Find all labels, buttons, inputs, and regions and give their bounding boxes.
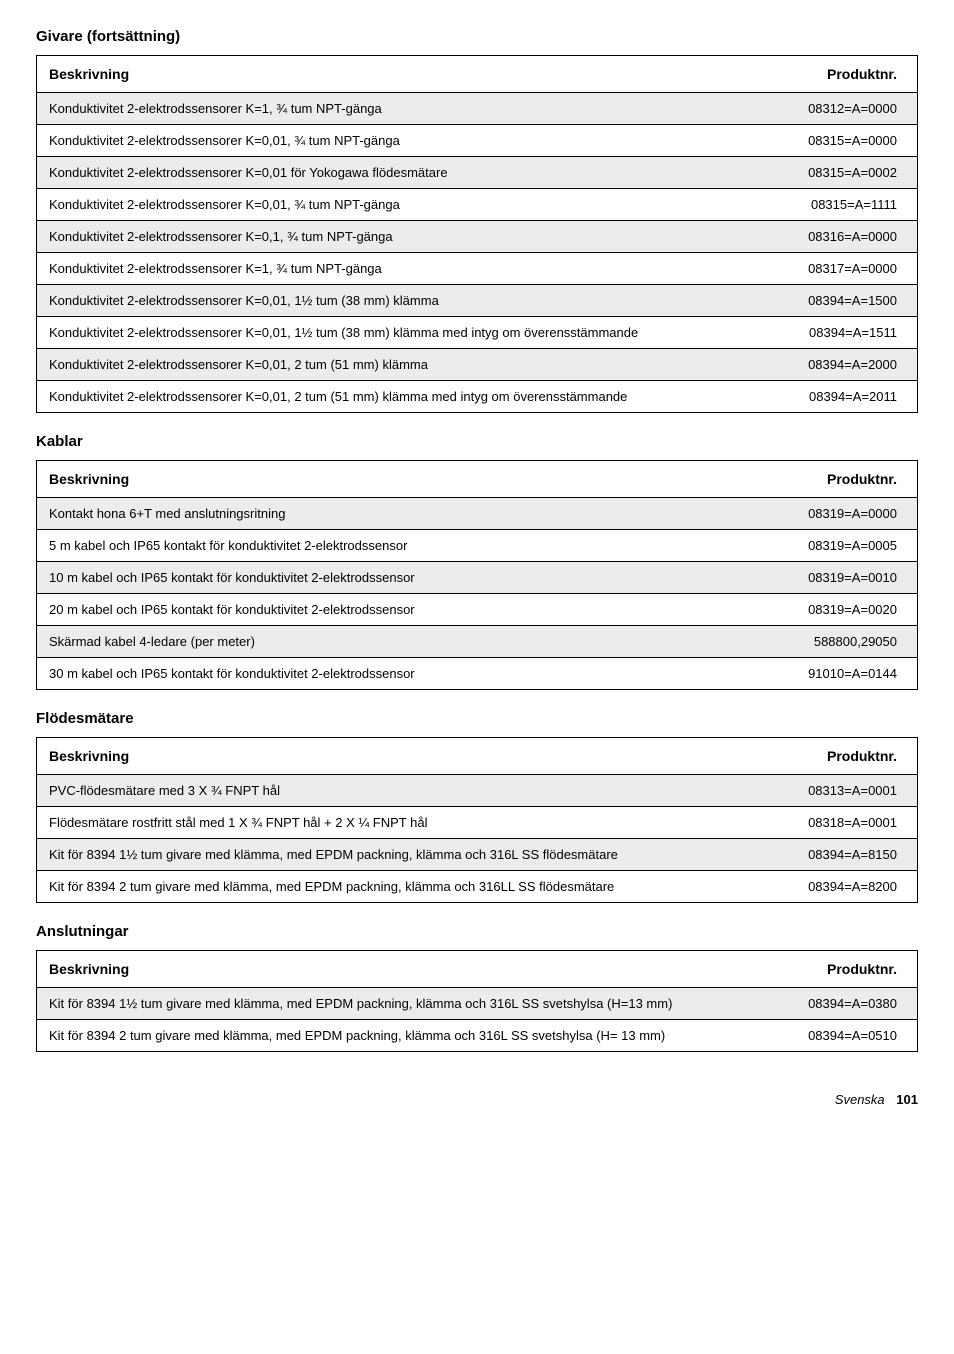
col-header-desc: Beskrivning xyxy=(37,56,772,93)
col-header-desc: Beskrivning xyxy=(37,951,779,988)
cell-prod: 08394=A=1511 xyxy=(772,317,918,349)
page-footer: Svenska 101 xyxy=(36,1092,918,1107)
section-title-flodes: Flödesmätare xyxy=(36,710,918,727)
table-row: Konduktivitet 2-elektrodssensorer K=0,01… xyxy=(37,125,918,157)
table-row: 10 m kabel och IP65 kontakt för kondukti… xyxy=(37,562,918,594)
section-title-givare: Givare (fortsättning) xyxy=(36,28,918,45)
col-header-prod: Produktnr. xyxy=(778,951,917,988)
cell-desc: Konduktivitet 2-elektrodssensorer K=0,01… xyxy=(37,125,772,157)
cell-prod: 08319=A=0020 xyxy=(708,594,917,626)
table-row: Kit för 8394 1½ tum givare med klämma, m… xyxy=(37,839,918,871)
table-row: Kit för 8394 2 tum givare med klämma, me… xyxy=(37,871,918,903)
cell-prod: 08317=A=0000 xyxy=(772,253,918,285)
cell-prod: 588800,29050 xyxy=(708,626,917,658)
cell-desc: Kontakt hona 6+T med anslutningsritning xyxy=(37,498,709,530)
cell-prod: 08313=A=0001 xyxy=(768,775,918,807)
col-header-prod: Produktnr. xyxy=(768,738,918,775)
cell-desc: Konduktivitet 2-elektrodssensorer K=0,01… xyxy=(37,189,772,221)
cell-desc: PVC-flödesmätare med 3 X ¾ FNPT hål xyxy=(37,775,768,807)
cell-desc: Skärmad kabel 4-ledare (per meter) xyxy=(37,626,709,658)
cell-prod: 08319=A=0005 xyxy=(708,530,917,562)
cell-prod: 08394=A=2011 xyxy=(772,381,918,413)
table-row: Kit för 8394 1½ tum givare med klämma, m… xyxy=(37,988,918,1020)
table-row: PVC-flödesmätare med 3 X ¾ FNPT hål08313… xyxy=(37,775,918,807)
section-title-anslut: Anslutningar xyxy=(36,923,918,940)
col-header-desc: Beskrivning xyxy=(37,738,768,775)
cell-prod: 08394=A=8150 xyxy=(768,839,918,871)
cell-prod: 08394=A=1500 xyxy=(772,285,918,317)
table-row: Konduktivitet 2-elektrodssensorer K=0,01… xyxy=(37,285,918,317)
cell-desc: Konduktivitet 2-elektrodssensorer K=0,01… xyxy=(37,317,772,349)
cell-desc: Konduktivitet 2-elektrodssensorer K=0,01… xyxy=(37,381,772,413)
table-row: Konduktivitet 2-elektrodssensorer K=0,01… xyxy=(37,157,918,189)
table-givare: Beskrivning Produktnr. Konduktivitet 2-e… xyxy=(36,55,918,413)
col-header-prod: Produktnr. xyxy=(708,461,917,498)
cell-prod: 08318=A=0001 xyxy=(768,807,918,839)
table-flodes: Beskrivning Produktnr. PVC-flödesmätare … xyxy=(36,737,918,903)
table-row: Flödesmätare rostfritt stål med 1 X ¾ FN… xyxy=(37,807,918,839)
cell-prod: 08394=A=8200 xyxy=(768,871,918,903)
cell-prod: 08394=A=0510 xyxy=(778,1020,917,1052)
cell-prod: 08394=A=0380 xyxy=(778,988,917,1020)
section-title-kablar: Kablar xyxy=(36,433,918,450)
cell-prod: 08315=A=1111 xyxy=(772,189,918,221)
table-row: Konduktivitet 2-elektrodssensorer K=1, ¾… xyxy=(37,93,918,125)
cell-prod: 91010=A=0144 xyxy=(708,658,917,690)
table-row: Konduktivitet 2-elektrodssensorer K=0,01… xyxy=(37,381,918,413)
cell-desc: 5 m kabel och IP65 kontakt för konduktiv… xyxy=(37,530,709,562)
cell-prod: 08316=A=0000 xyxy=(772,221,918,253)
cell-desc: Kit för 8394 1½ tum givare med klämma, m… xyxy=(37,839,768,871)
cell-prod: 08394=A=2000 xyxy=(772,349,918,381)
cell-desc: 20 m kabel och IP65 kontakt för kondukti… xyxy=(37,594,709,626)
cell-prod: 08315=A=0002 xyxy=(772,157,918,189)
table-anslut: Beskrivning Produktnr. Kit för 8394 1½ t… xyxy=(36,950,918,1052)
table-row: Konduktivitet 2-elektrodssensorer K=1, ¾… xyxy=(37,253,918,285)
cell-desc: Konduktivitet 2-elektrodssensorer K=0,01… xyxy=(37,157,772,189)
table-row: Konduktivitet 2-elektrodssensorer K=0,01… xyxy=(37,189,918,221)
cell-desc: Flödesmätare rostfritt stål med 1 X ¾ FN… xyxy=(37,807,768,839)
cell-desc: Konduktivitet 2-elektrodssensorer K=1, ¾… xyxy=(37,93,772,125)
table-row: Konduktivitet 2-elektrodssensorer K=0,01… xyxy=(37,317,918,349)
cell-desc: 10 m kabel och IP65 kontakt för kondukti… xyxy=(37,562,709,594)
table-row: Kontakt hona 6+T med anslutningsritning0… xyxy=(37,498,918,530)
cell-desc: Kit för 8394 2 tum givare med klämma, me… xyxy=(37,871,768,903)
cell-desc: Konduktivitet 2-elektrodssensorer K=0,01… xyxy=(37,349,772,381)
cell-prod: 08319=A=0010 xyxy=(708,562,917,594)
table-row: 30 m kabel och IP65 kontakt för kondukti… xyxy=(37,658,918,690)
footer-page-number: 101 xyxy=(896,1092,918,1107)
cell-desc: Kit för 8394 1½ tum givare med klämma, m… xyxy=(37,988,779,1020)
table-row: Konduktivitet 2-elektrodssensorer K=0,01… xyxy=(37,349,918,381)
table-row: Kit för 8394 2 tum givare med klämma, me… xyxy=(37,1020,918,1052)
table-row: Skärmad kabel 4-ledare (per meter)588800… xyxy=(37,626,918,658)
table-row: 20 m kabel och IP65 kontakt för kondukti… xyxy=(37,594,918,626)
table-row: 5 m kabel och IP65 kontakt för konduktiv… xyxy=(37,530,918,562)
col-header-desc: Beskrivning xyxy=(37,461,709,498)
col-header-prod: Produktnr. xyxy=(772,56,918,93)
footer-language: Svenska xyxy=(835,1092,885,1107)
table-kablar: Beskrivning Produktnr. Kontakt hona 6+T … xyxy=(36,460,918,690)
cell-desc: Kit för 8394 2 tum givare med klämma, me… xyxy=(37,1020,779,1052)
cell-desc: Konduktivitet 2-elektrodssensorer K=0,01… xyxy=(37,285,772,317)
cell-desc: Konduktivitet 2-elektrodssensorer K=0,1,… xyxy=(37,221,772,253)
cell-desc: Konduktivitet 2-elektrodssensorer K=1, ¾… xyxy=(37,253,772,285)
cell-desc: 30 m kabel och IP65 kontakt för kondukti… xyxy=(37,658,709,690)
cell-prod: 08312=A=0000 xyxy=(772,93,918,125)
cell-prod: 08319=A=0000 xyxy=(708,498,917,530)
table-row: Konduktivitet 2-elektrodssensorer K=0,1,… xyxy=(37,221,918,253)
cell-prod: 08315=A=0000 xyxy=(772,125,918,157)
